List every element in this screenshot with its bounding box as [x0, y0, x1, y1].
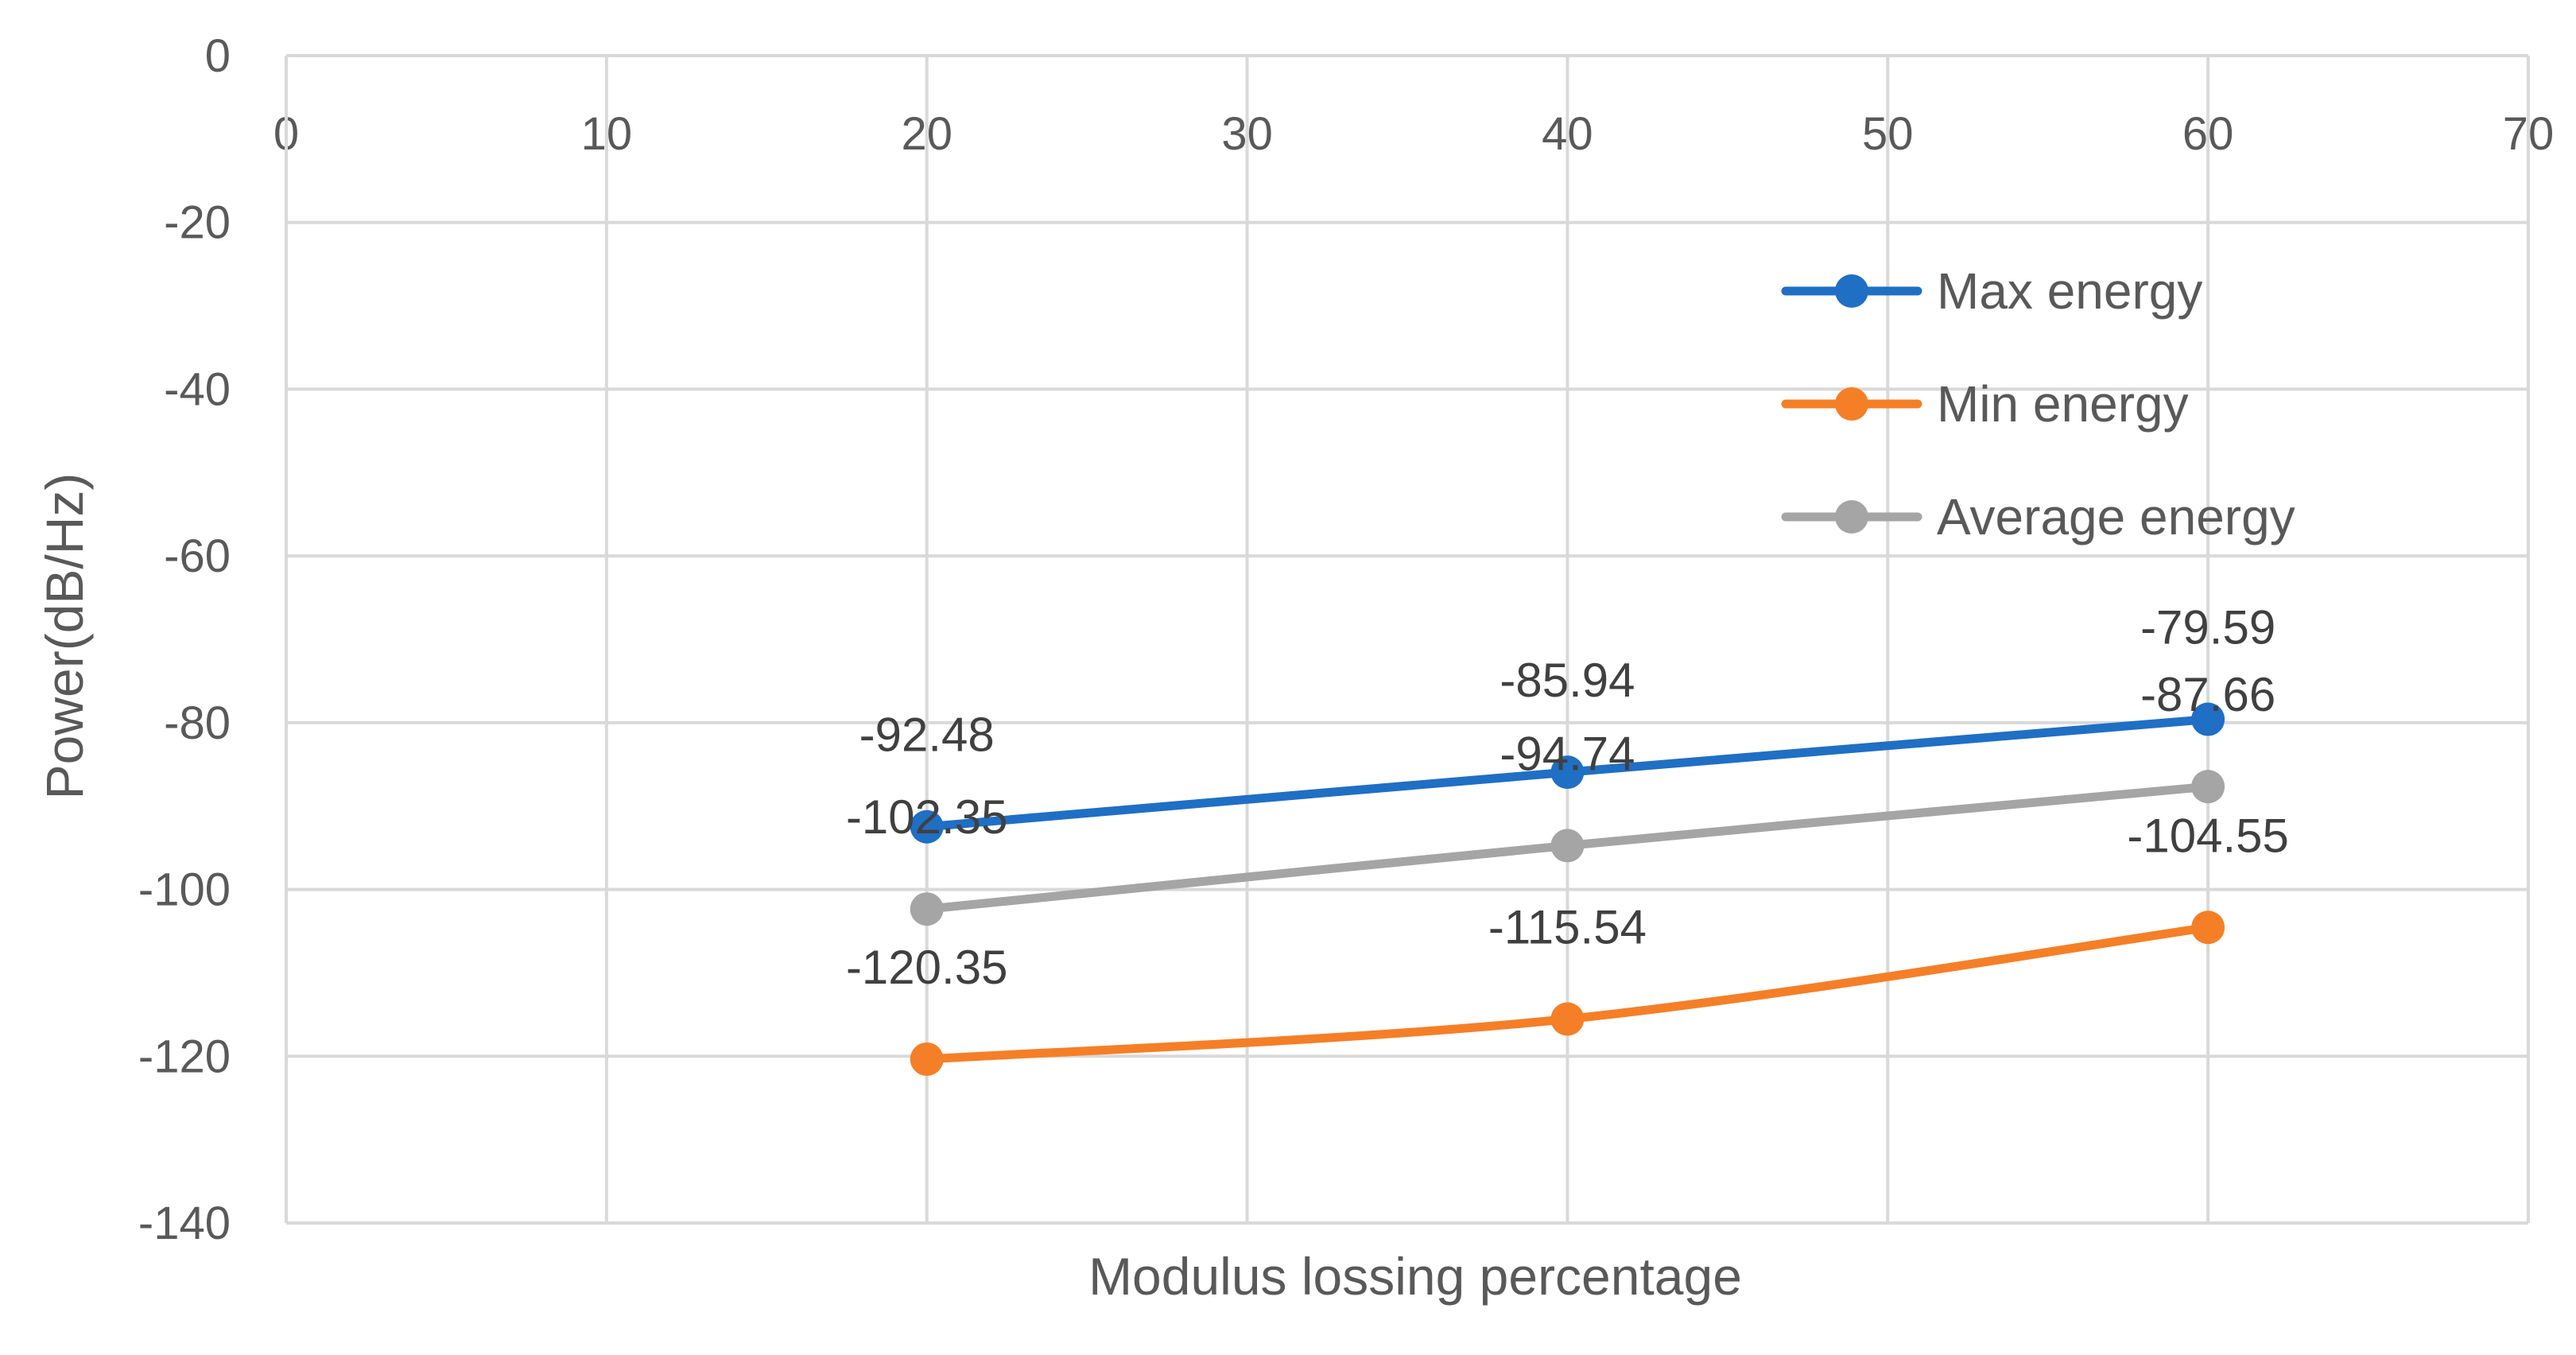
x-tick-label: 70 [2503, 108, 2555, 160]
average-energy-data-label: -87.66 [2140, 668, 2275, 721]
legend-swatch-marker [1835, 500, 1868, 534]
max-energy-point [910, 810, 944, 844]
y-tick-label: -20 [164, 197, 231, 249]
average-energy-point [910, 892, 944, 926]
x-tick-label: 60 [2182, 108, 2234, 160]
x-tick-label: 10 [581, 108, 633, 160]
min-energy-point [2191, 910, 2225, 945]
y-tick-label: -140 [138, 1198, 231, 1249]
average-energy-point [1550, 829, 1585, 863]
average-energy-data-label: -102.35 [846, 790, 1008, 844]
legend-swatch-marker [1835, 274, 1868, 308]
y-tick-label: 0 [205, 30, 231, 82]
average-energy-data-label: -94.74 [1499, 727, 1635, 780]
y-tick-label: -60 [164, 530, 231, 582]
min-energy-point [1550, 1002, 1585, 1036]
x-axis-title: Modulus lossing percentage [1088, 1247, 1742, 1306]
legend: Max energy Min energy Average energy [1781, 262, 2295, 545]
data-labels: -92.48 -85.94 -79.59 -120.35 -115.54 -104.55 -… [846, 601, 2289, 994]
x-tick-label: 20 [901, 108, 952, 160]
average-energy-point [2191, 770, 2225, 804]
y-tick-label: -120 [138, 1031, 231, 1082]
min-energy-data-label: -115.54 [1488, 901, 1647, 954]
min-energy-point [910, 1042, 944, 1076]
max-energy-point [1550, 755, 1585, 790]
legend-label: Min energy [1937, 375, 2189, 433]
x-tick-label: 40 [1542, 108, 1593, 160]
legend-label: Max energy [1937, 262, 2202, 320]
min-energy-data-label: -104.55 [2127, 809, 2289, 862]
y-tick-label: -40 [164, 363, 231, 415]
y-tick-label: -80 [164, 697, 231, 749]
min-energy-data-label: -120.35 [846, 941, 1008, 994]
x-tick-label: 50 [1862, 108, 1914, 160]
legend-label: Average energy [1937, 488, 2295, 545]
max-energy-data-label: -85.94 [1499, 654, 1635, 707]
max-energy-data-label: -92.48 [859, 709, 995, 762]
series-lines [910, 702, 2225, 1076]
max-energy-data-label: -79.59 [2140, 601, 2275, 654]
legend-swatch-marker [1835, 387, 1868, 421]
y-axis-title: Power(dB/Hz) [35, 473, 94, 800]
x-tick-label: 30 [1221, 108, 1273, 160]
gridlines [285, 54, 2530, 1225]
max-energy-point [2191, 702, 2225, 736]
y-tick-label: -100 [138, 864, 231, 916]
